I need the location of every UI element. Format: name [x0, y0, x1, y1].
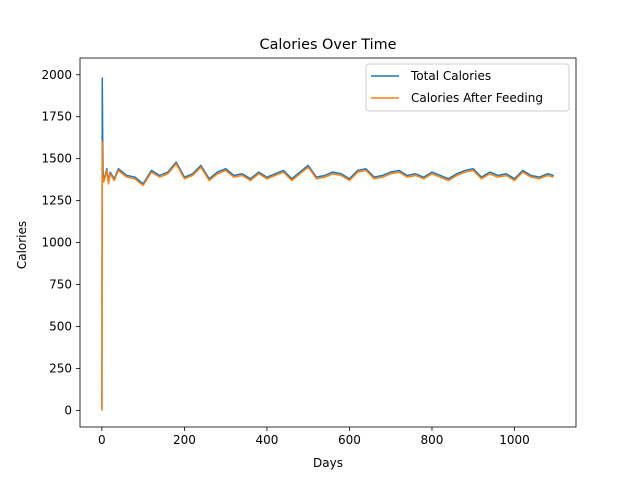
y-tick-label: 0: [64, 403, 72, 417]
y-tick-label: 1000: [41, 236, 72, 250]
y-tick-label: 2000: [41, 68, 72, 82]
x-tick-label: 800: [421, 433, 444, 447]
y-tick-label: 750: [49, 278, 72, 292]
x-axis: 0 200 400 600 800 1000: [98, 427, 530, 447]
legend-label-2: Calories After Feeding: [411, 91, 543, 105]
x-axis-label: Days: [313, 456, 343, 470]
x-tick-label: 200: [173, 433, 196, 447]
legend: Total Calories Calories After Feeding: [365, 63, 570, 112]
y-tick-label: 500: [49, 319, 72, 333]
chart-title: Calories Over Time: [260, 37, 397, 53]
series-line-2: [101, 141, 554, 411]
legend-box: [365, 63, 570, 112]
y-tick-label: 250: [49, 361, 72, 375]
plot-background: [80, 58, 576, 427]
legend-label-1: Total Calories: [410, 69, 491, 83]
y-axis: 0 250 500 750 1000 1250 1500 1750 2000: [41, 68, 80, 417]
x-tick-label: 600: [338, 433, 361, 447]
y-tick-label: 1500: [41, 152, 72, 166]
series-line-1: [101, 77, 554, 411]
x-tick-label: 400: [255, 433, 278, 447]
plot-area: [79, 57, 577, 428]
y-tick-label: 1250: [41, 194, 72, 208]
x-tick-label: 1000: [499, 433, 530, 447]
x-tick-label: 0: [98, 433, 106, 447]
y-axis-label: Calories: [15, 221, 29, 269]
y-tick-label: 1750: [41, 110, 72, 124]
